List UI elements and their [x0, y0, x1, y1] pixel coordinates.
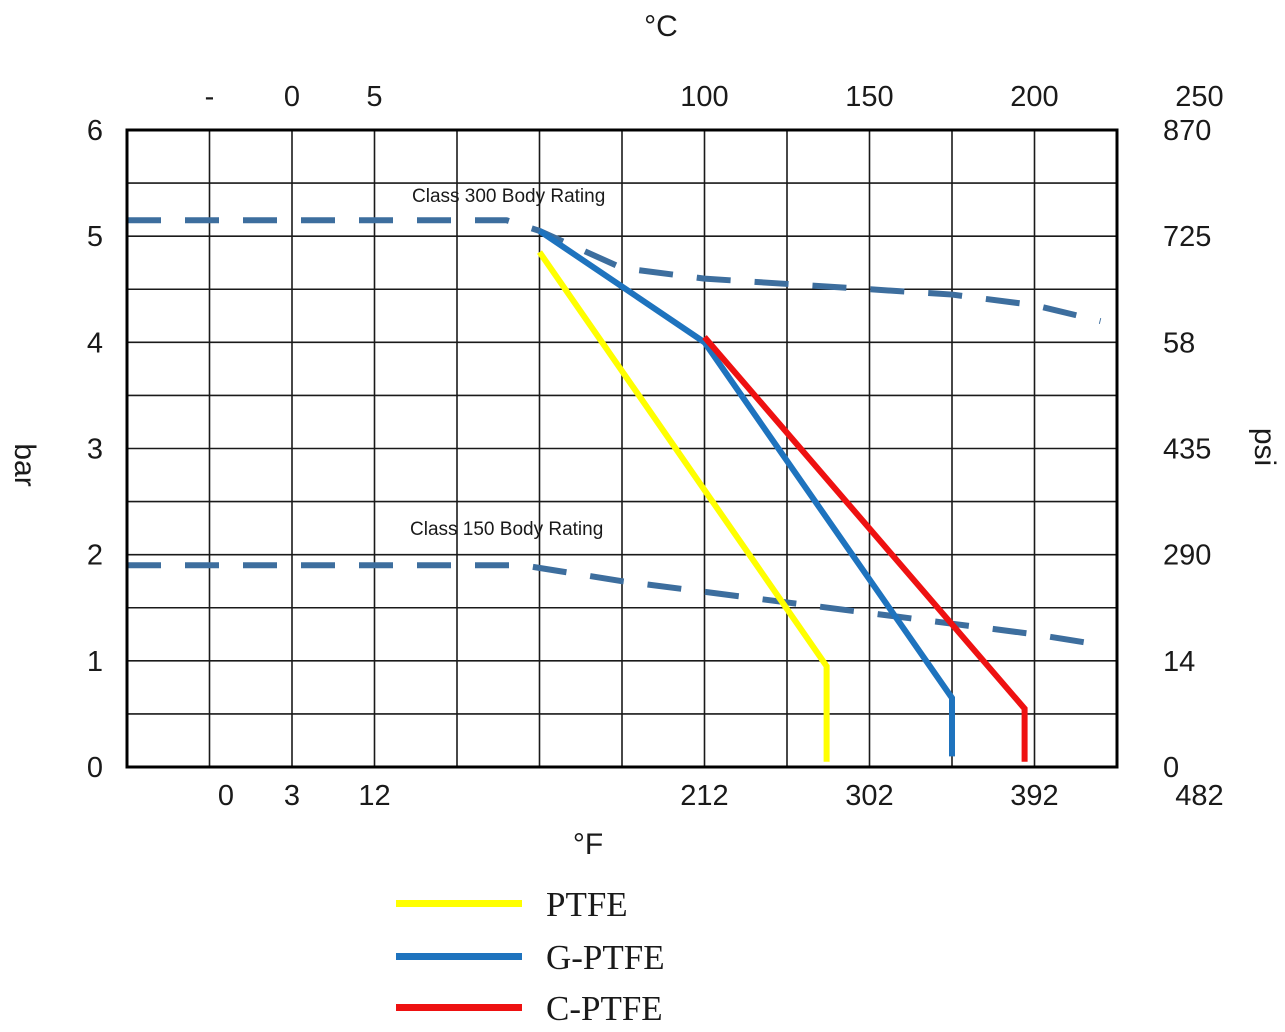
bottom-tick-label: 0 [218, 780, 234, 812]
plot-frame [125, 128, 1119, 769]
reference-line-class-150-body-rating [127, 562, 1101, 648]
series-lines [537, 228, 1028, 762]
bottom-tick-label: 212 [680, 780, 728, 812]
right-tick-label: 58 [1163, 327, 1195, 359]
bottom-tick-label: 302 [845, 780, 893, 812]
top-tick-label: 5 [366, 81, 382, 113]
right-tick-label: 290 [1163, 540, 1211, 572]
bottom-tick-label: 3 [284, 780, 300, 812]
left-tick-label: 6 [87, 115, 103, 147]
legend: PTFE G-PTFE C-PTFE [396, 880, 726, 1028]
series-line-c-ptfe [702, 335, 1028, 762]
left-tick-label: 4 [87, 327, 103, 359]
bottom-tick-label: 482 [1175, 780, 1223, 812]
top-axis-title: °C [644, 10, 678, 43]
top-tick-label: - [205, 81, 215, 113]
legend-item-g-ptfe: G-PTFE [396, 935, 726, 981]
right-tick-label: 0 [1163, 752, 1179, 784]
legend-label-g-ptfe: G-PTFE [546, 938, 665, 977]
grid-lines [127, 130, 1117, 767]
right-tick-label: 870 [1163, 115, 1211, 147]
series-line-g-ptfe [537, 228, 955, 757]
class-300-annotation: Class 300 Body Rating [412, 186, 605, 207]
reference-line-class-300-body-rating [127, 217, 1102, 325]
right-tick-label: 725 [1163, 221, 1211, 253]
top-tick-label: 0 [284, 81, 300, 113]
bottom-axis-title: °F [573, 828, 603, 861]
legend-item-ptfe: PTFE [396, 882, 726, 928]
left-tick-label: 2 [87, 540, 103, 572]
left-tick-label: 3 [87, 434, 103, 466]
bottom-tick-label: 392 [1010, 780, 1058, 812]
body-rating-lines [127, 217, 1102, 648]
left-tick-label: 1 [87, 646, 103, 678]
legend-swatch-g-ptfe [396, 953, 522, 960]
series-line-ptfe [537, 250, 830, 762]
right-tick-label: 14 [1163, 646, 1195, 678]
legend-label-ptfe: PTFE [546, 885, 628, 924]
legend-swatch-ptfe [396, 900, 522, 907]
legend-swatch-c-ptfe [396, 1004, 522, 1011]
top-tick-label: 100 [680, 81, 728, 113]
legend-item-c-ptfe: C-PTFE [396, 986, 726, 1032]
left-tick-label: 0 [87, 752, 103, 784]
legend-label-c-ptfe: C-PTFE [546, 989, 663, 1028]
right-tick-label: 435 [1163, 434, 1211, 466]
top-tick-label: 250 [1175, 81, 1223, 113]
left-tick-label: 5 [87, 221, 103, 253]
class-150-annotation: Class 150 Body Rating [410, 519, 603, 540]
right-axis-title: psi [1248, 428, 1281, 466]
left-axis-title: bar [8, 443, 41, 486]
bottom-tick-label: 12 [358, 780, 390, 812]
top-tick-label: 150 [845, 81, 893, 113]
top-tick-label: 200 [1010, 81, 1058, 113]
